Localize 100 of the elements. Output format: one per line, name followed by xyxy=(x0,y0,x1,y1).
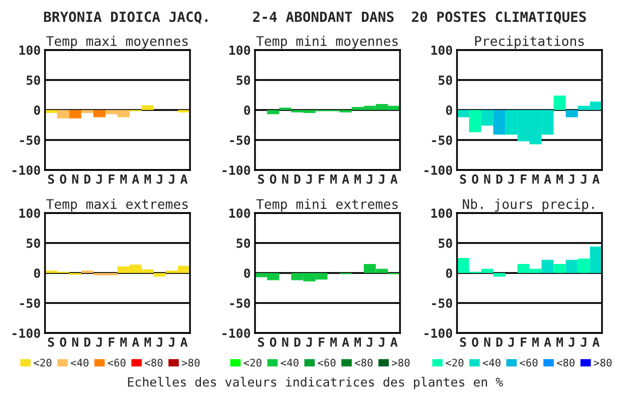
x-tick-label: F xyxy=(318,338,324,347)
bar xyxy=(481,110,494,126)
legend-label: <20 xyxy=(244,358,262,367)
legend-label: <80 xyxy=(556,358,575,367)
bar xyxy=(590,246,602,273)
x-tick-label: N xyxy=(282,338,288,347)
y-tick-label: -100 xyxy=(222,328,250,338)
x-tick-label: D xyxy=(496,174,502,184)
x-tick-label: A xyxy=(390,174,398,184)
x-tick-label: J xyxy=(306,338,312,347)
x-tick-label: D xyxy=(496,338,502,347)
x-tick-label: S xyxy=(258,174,264,184)
y-tick-label: 100 xyxy=(19,208,40,218)
x-tick-label: A xyxy=(544,174,552,184)
chart-title: Temp mini extremes xyxy=(256,198,398,212)
y-tick-label: 0 xyxy=(244,268,250,278)
y-tick-label: 0 xyxy=(446,105,452,115)
legend-label: >80 xyxy=(182,358,200,367)
y-tick-label: 50 xyxy=(236,75,250,85)
x-tick-label: O xyxy=(270,337,276,347)
x-tick-label: M xyxy=(330,174,337,184)
x-tick-label: J xyxy=(366,338,372,347)
x-tick-label: J xyxy=(508,338,514,347)
chart-title: Temp maxi moyennes xyxy=(46,36,188,49)
x-tick-label: O xyxy=(60,174,66,184)
bar xyxy=(154,273,166,277)
x-tick-label: M xyxy=(354,338,361,347)
bar xyxy=(566,260,578,273)
x-tick-label: J xyxy=(378,174,384,184)
x-tick-label: N xyxy=(484,338,490,347)
x-tick-label: J xyxy=(366,174,372,184)
y-tick-label: -50 xyxy=(230,298,250,308)
x-tick-label: J xyxy=(580,338,586,347)
legend-label: <20 xyxy=(446,358,464,367)
x-tick-label: F xyxy=(520,338,526,347)
y-tick-label: -100 xyxy=(424,328,452,338)
legend-label: >80 xyxy=(392,358,410,367)
x-tick-label: A xyxy=(592,174,600,184)
legend-label: <40 xyxy=(482,358,500,367)
y-tick-label: -100 xyxy=(424,165,452,175)
y-tick-label: -50 xyxy=(230,135,250,145)
x-tick-label: A xyxy=(132,338,140,347)
x-tick-label: D xyxy=(294,174,300,184)
x-tick-label: F xyxy=(108,338,114,347)
x-tick-label: M xyxy=(120,174,127,184)
chart-title: Nb. jours precip. xyxy=(462,198,594,212)
y-tick-label: 0 xyxy=(34,268,40,278)
x-tick-label: J xyxy=(156,338,162,347)
y-tick-label: 100 xyxy=(229,208,250,218)
legend-label: <60 xyxy=(318,358,336,367)
x-tick-label: F xyxy=(318,174,324,184)
x-tick-label: M xyxy=(330,338,337,347)
x-tick-label: M xyxy=(144,174,151,184)
y-tick-label: -100 xyxy=(12,328,40,338)
x-tick-label: D xyxy=(84,338,90,347)
y-tick-label: -50 xyxy=(20,298,40,308)
y-tick-label: 100 xyxy=(431,45,452,55)
x-tick-label: F xyxy=(108,174,114,184)
x-tick-label: N xyxy=(72,174,78,184)
bar xyxy=(554,264,566,273)
x-tick-label: A xyxy=(342,174,350,184)
y-tick-label: 50 xyxy=(26,75,40,85)
x-tick-label: N xyxy=(484,174,490,184)
legend-label: <80 xyxy=(354,358,373,367)
y-tick-label: 0 xyxy=(244,105,250,115)
x-tick-label: M xyxy=(556,338,563,347)
bar xyxy=(554,96,566,110)
bar xyxy=(566,110,578,118)
legend-label: <80 xyxy=(144,358,163,367)
x-tick-label: J xyxy=(568,338,574,347)
y-tick-label: 50 xyxy=(236,238,250,248)
y-tick-label: 100 xyxy=(229,45,250,55)
chart-title: Temp maxi extremes xyxy=(46,198,188,212)
x-tick-label: J xyxy=(168,174,174,184)
legend-label: <60 xyxy=(520,358,538,367)
legend-label: <20 xyxy=(34,358,52,367)
x-tick-label: N xyxy=(282,174,288,184)
x-tick-label: J xyxy=(568,174,574,184)
y-tick-label: -100 xyxy=(12,165,40,175)
y-tick-label: 0 xyxy=(446,268,452,278)
legend-label: <40 xyxy=(70,358,88,367)
y-tick-label: -50 xyxy=(432,298,452,308)
bar xyxy=(578,258,590,273)
legend-label: <40 xyxy=(280,358,298,367)
x-tick-label: M xyxy=(532,174,539,184)
x-tick-label: J xyxy=(96,338,102,347)
x-tick-label: M xyxy=(354,174,361,184)
x-tick-label: O xyxy=(60,337,66,347)
y-tick-label: 50 xyxy=(438,75,452,85)
x-tick-label: J xyxy=(156,174,162,184)
x-tick-label: O xyxy=(472,337,478,347)
x-tick-label: S xyxy=(48,337,54,347)
y-tick-label: -50 xyxy=(432,135,452,145)
x-tick-label: N xyxy=(72,338,78,347)
legend-label: >80 xyxy=(594,358,612,367)
y-tick-label: -50 xyxy=(20,135,40,145)
text: Echelles des valeurs indicatrices des plantes en % xyxy=(128,376,503,390)
x-tick-label: J xyxy=(378,338,384,347)
x-tick-label: A xyxy=(342,338,350,347)
bar xyxy=(469,110,482,132)
